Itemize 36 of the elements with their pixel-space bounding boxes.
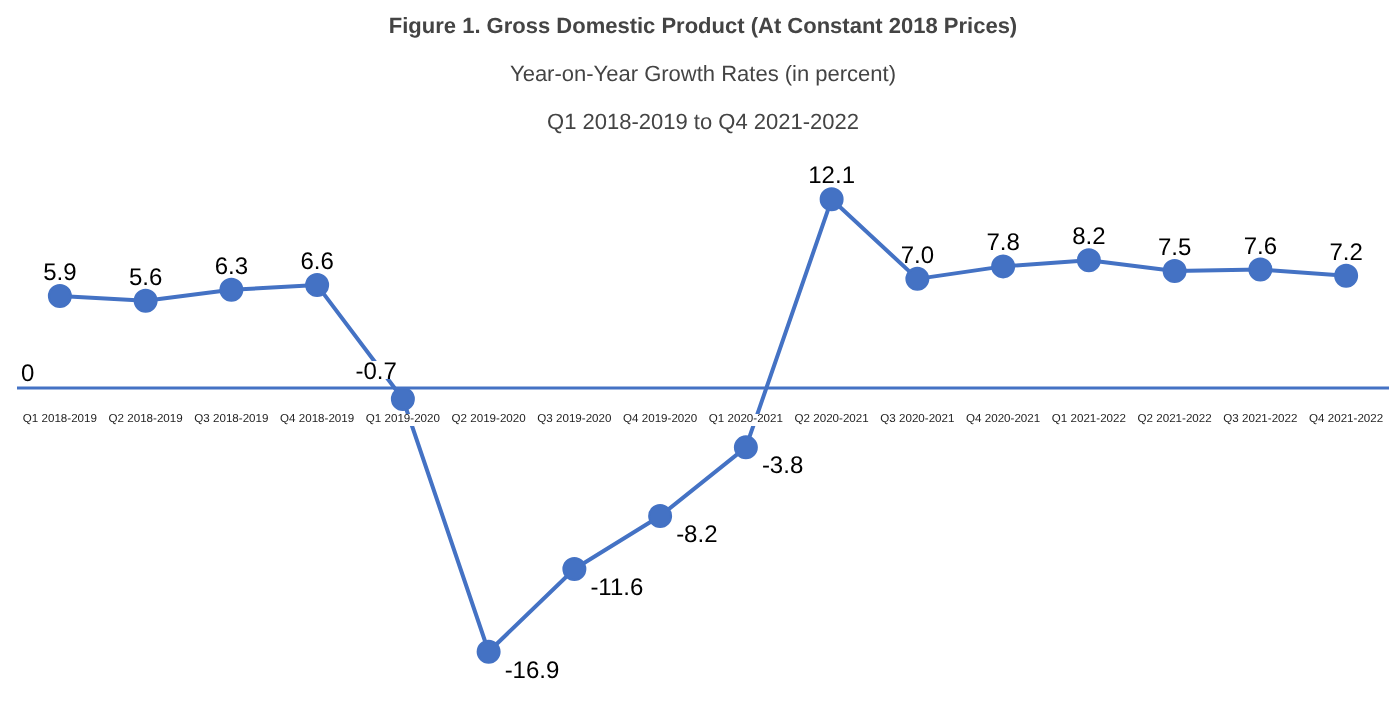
point <box>476 639 501 664</box>
point <box>991 254 1016 279</box>
data-label: -16.9 <box>504 655 560 684</box>
data-label: 8.2 <box>1072 222 1107 251</box>
point <box>562 557 587 582</box>
chart-subtitle: Year-on-Year Growth Rates (in percent) <box>510 63 897 87</box>
point <box>305 273 330 298</box>
point <box>819 187 844 212</box>
text: Q1 2018-2019 to Q4 2021-2022 <box>547 111 859 135</box>
data-label: 7.2 <box>1329 237 1364 266</box>
data-label: 6.6 <box>300 247 335 276</box>
chart-title: Figure 1. Gross Domestic Product (At Constant 2018 Prices) <box>388 15 1018 39</box>
point <box>47 284 72 309</box>
data-label: 7.8 <box>986 228 1021 257</box>
point <box>733 435 758 460</box>
data-label: -11.6 <box>590 573 644 602</box>
point <box>1162 259 1187 284</box>
data-label: 5.9 <box>43 258 78 287</box>
annotation: 0 <box>21 359 35 388</box>
point <box>1076 248 1101 273</box>
data-label: 7.0 <box>900 240 935 269</box>
point <box>219 277 244 302</box>
point <box>648 504 673 528</box>
data-label: 6.3 <box>214 251 249 280</box>
data-label: 12.1 <box>808 161 856 190</box>
data-label: -3.8 <box>761 451 804 480</box>
point <box>133 288 158 313</box>
data-label: -8.2 <box>676 520 719 549</box>
point <box>1334 263 1359 288</box>
data-label: 5.6 <box>128 262 163 291</box>
data-label: 7.6 <box>1243 231 1278 260</box>
data-label: -0.7 <box>355 357 398 385</box>
point <box>1248 257 1273 282</box>
data-label: 7.5 <box>1157 233 1192 262</box>
point <box>390 387 415 411</box>
point <box>905 266 930 291</box>
